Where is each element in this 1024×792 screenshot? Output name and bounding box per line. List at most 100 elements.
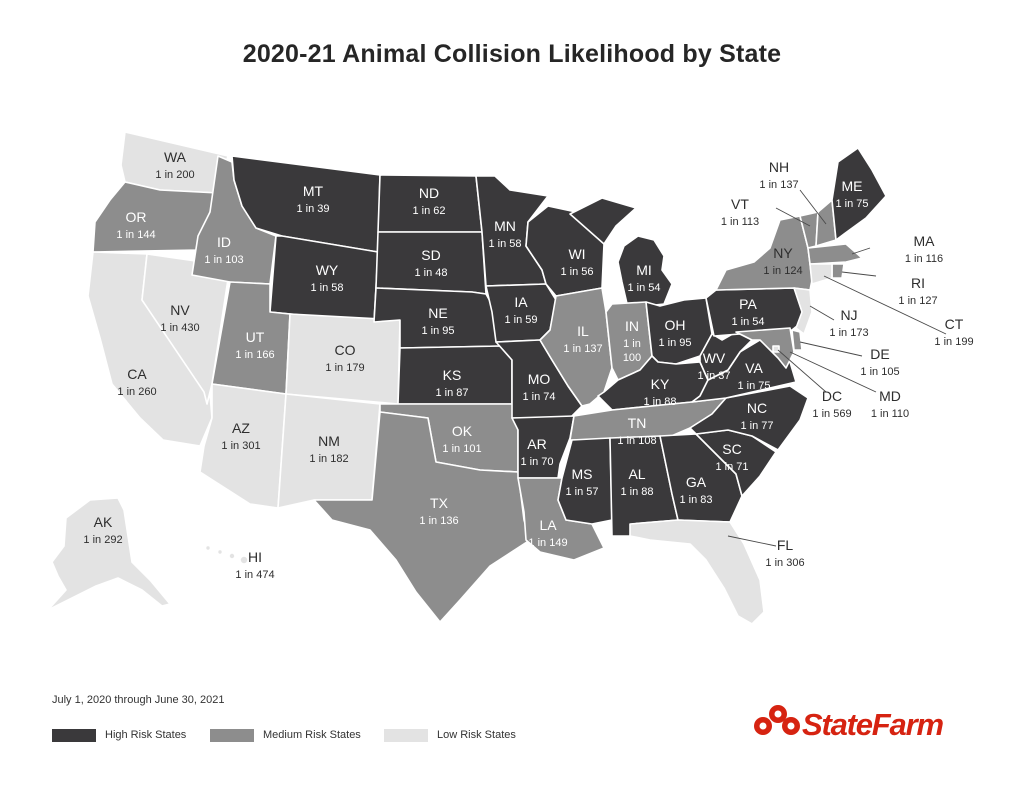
state-abbr-nm: NM <box>318 433 340 449</box>
state-value-al: 1 in 88 <box>620 486 653 498</box>
state-value-la: 1 in 149 <box>528 537 567 549</box>
state-value-nd: 1 in 62 <box>412 205 445 217</box>
state-nc <box>689 385 809 451</box>
state-abbr-ak: AK <box>94 514 113 530</box>
state-value-ok: 1 in 101 <box>442 443 481 455</box>
label-nc: NC 1 in 77 <box>740 400 773 432</box>
label-nd: ND 1 in 62 <box>412 185 445 217</box>
state-abbr-wv: WV <box>703 350 726 366</box>
state-value-ri: 1 in 127 <box>898 295 937 307</box>
label-az: AZ 1 in 301 <box>221 420 260 452</box>
label-ok: OK 1 in 101 <box>442 423 481 455</box>
legend-high: High Risk States <box>52 727 186 743</box>
label-ct: CT 1 in 199 <box>934 316 973 348</box>
state-abbr-fl: FL <box>777 537 794 553</box>
state-mi <box>569 197 673 309</box>
state-value-de: 1 in 105 <box>860 366 899 378</box>
label-ca: CA 1 in 260 <box>117 366 156 398</box>
state-farm-logo-icon <box>754 704 800 735</box>
label-nj: NJ 1 in 173 <box>829 307 868 339</box>
legend-low: Low Risk States <box>384 727 516 743</box>
state-abbr-wi: WI <box>568 246 585 262</box>
state-value-ct: 1 in 199 <box>934 336 973 348</box>
state-value-ny: 1 in 124 <box>763 265 802 277</box>
state-abbr-nv: NV <box>170 302 190 318</box>
state-value-ky: 1 in 88 <box>643 396 676 408</box>
state-abbr-mi: MI <box>636 262 652 278</box>
state-abbr-nc: NC <box>747 400 767 416</box>
state-abbr-pa: PA <box>739 296 757 312</box>
label-tn: TN 1 in 108 <box>617 415 656 447</box>
legend-label-low: Low Risk States <box>437 729 516 741</box>
state-md <box>735 327 795 369</box>
state-abbr-ma: MA <box>914 233 936 249</box>
state-abbr-me: ME <box>842 178 863 194</box>
label-dc: DC 1 in 569 <box>812 388 851 420</box>
state-abbr-co: CO <box>335 342 356 358</box>
state-abbr-nd: ND <box>419 185 439 201</box>
state-ct <box>809 263 833 285</box>
date-range: July 1, 2020 through June 30, 2021 <box>52 694 225 706</box>
state-abbr-wy: WY <box>316 262 339 278</box>
state-abbr-ks: KS <box>443 367 462 383</box>
state-abbr-mt: MT <box>303 183 324 199</box>
legend-label-high: High Risk States <box>105 729 187 741</box>
state-fl <box>629 519 765 625</box>
state-abbr-ga: GA <box>686 474 707 490</box>
state-abbr-oh: OH <box>665 317 686 333</box>
state-value-nc: 1 in 77 <box>740 420 773 432</box>
state-value-mn: 1 in 58 <box>488 238 521 250</box>
label-vt: VT 1 in 113 <box>721 196 759 228</box>
state-value-wi: 1 in 56 <box>560 266 593 278</box>
state-value-il: 1 in 137 <box>563 343 602 355</box>
state-abbr-ut: UT <box>246 329 265 345</box>
state-wy <box>269 235 379 323</box>
label-de: DE 1 in 105 <box>860 346 899 378</box>
state-nj <box>793 287 813 335</box>
label-ms: MS 1 in 57 <box>565 466 598 498</box>
state-abbr-md: MD <box>879 388 901 404</box>
state-abbr-ca: CA <box>127 366 147 382</box>
state-value-ma: 1 in 116 <box>905 253 943 265</box>
state-value-wa: 1 in 200 <box>155 169 194 181</box>
label-ak: AK 1 in 292 <box>83 514 122 546</box>
label-sc: SC 1 in 71 <box>715 441 748 473</box>
label-oh: OH 1 in 95 <box>658 317 691 349</box>
state-abbr-la: LA <box>539 517 557 533</box>
state-labels: WA 1 in 200 OR 1 in 144 CA 1 in 260 NV 1 in 430… <box>83 149 973 581</box>
state-abbr-wa: WA <box>164 149 187 165</box>
state-dc <box>772 345 780 353</box>
state-value-sd: 1 in 48 <box>414 267 447 279</box>
label-ar: AR 1 in 70 <box>520 436 553 468</box>
state-sd <box>375 231 487 295</box>
state-abbr-nj: NJ <box>840 307 857 323</box>
label-ky: KY 1 in 88 <box>643 376 676 408</box>
state-abbr-ky: KY <box>651 376 670 392</box>
state-value-nj: 1 in 173 <box>829 327 868 339</box>
state-value-nv: 1 in 430 <box>160 322 199 334</box>
label-me: ME 1 in 75 <box>835 178 868 210</box>
label-wy: WY 1 in 58 <box>310 262 343 294</box>
state-abbr-in: IN <box>625 318 639 334</box>
state-value-oh: 1 in 95 <box>658 337 691 349</box>
state-tx <box>313 411 531 623</box>
state-abbr-de: DE <box>870 346 889 362</box>
state-abbr-ok: OK <box>452 423 473 439</box>
label-nv: NV 1 in 430 <box>160 302 199 334</box>
state-abbr-sc: SC <box>722 441 741 457</box>
state-abbr-or: OR <box>126 209 147 225</box>
state-value-pa: 1 in 54 <box>731 316 764 328</box>
state-abbr-al: AL <box>628 466 645 482</box>
state-value-or: 1 in 144 <box>116 229 155 241</box>
state-abbr-vt: VT <box>731 196 749 212</box>
state-value-vt: 1 in 113 <box>721 216 759 228</box>
state-nd <box>377 174 483 233</box>
state-nm <box>277 393 381 509</box>
state-value-id: 1 in 103 <box>204 254 243 266</box>
label-or: OR 1 in 144 <box>116 209 155 241</box>
state-ri <box>831 263 845 279</box>
state-ma <box>807 243 863 265</box>
state-value-mo: 1 in 74 <box>522 391 555 403</box>
legend-label-medium: Medium Risk States <box>263 729 361 741</box>
state-abbr-ct: CT <box>945 316 964 332</box>
